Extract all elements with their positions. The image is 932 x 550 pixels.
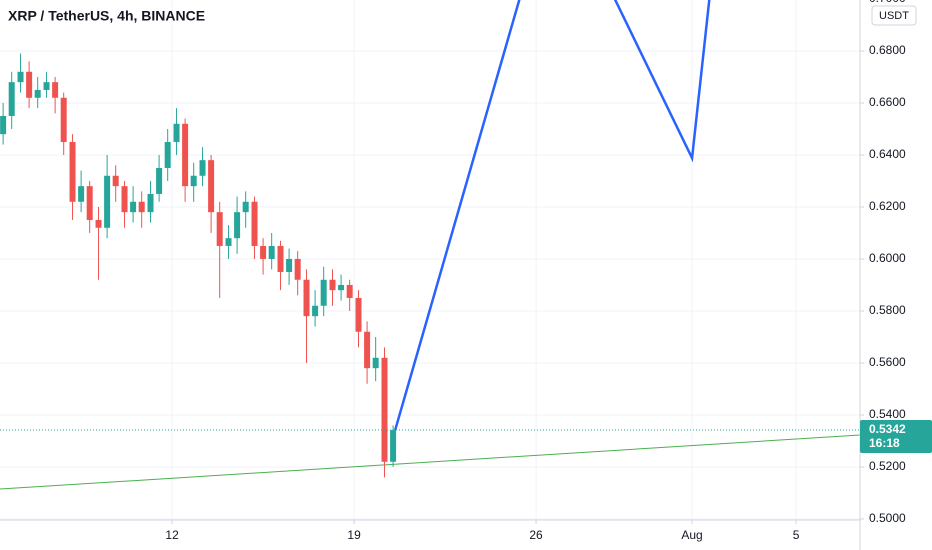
candle-body	[121, 186, 128, 213]
y-tick-label: 0.5800	[869, 303, 906, 317]
candle-body	[104, 175, 111, 228]
plot-area	[0, 0, 860, 490]
candle-body	[34, 89, 41, 98]
candle-body	[182, 123, 189, 187]
axes: 0.5000 0.5200 0.5400 0.5600 0.5800 0.6000 0.62…	[165, 0, 932, 542]
candle-body	[0, 115, 7, 135]
candle-body	[260, 245, 267, 259]
last-price-box	[860, 420, 932, 454]
candle-body	[69, 141, 76, 202]
candle-body	[303, 279, 310, 317]
candle-body	[390, 430, 397, 462]
x-tick-label: 12	[165, 528, 179, 542]
candle-body	[112, 175, 119, 187]
candle-body	[208, 160, 215, 213]
candle-body	[43, 82, 50, 90]
currency-label: USDT	[879, 10, 909, 22]
candle-body	[225, 238, 232, 246]
candle-body	[372, 357, 379, 369]
candle-body	[17, 71, 24, 83]
candle-body	[60, 97, 67, 142]
currency-box[interactable]	[871, 5, 917, 26]
candle-body	[346, 284, 353, 298]
last-price-label: 0.5342	[869, 422, 906, 436]
candle-body	[338, 284, 345, 291]
trend-line	[0, 434, 860, 490]
candle-body	[216, 212, 223, 246]
candle-body	[173, 123, 180, 142]
candle-body	[320, 279, 327, 306]
candle-body	[8, 82, 15, 116]
y-tick-label: 0.7000	[869, 0, 906, 5]
candle-body	[52, 82, 59, 98]
y-tick-label: 0.6000	[869, 251, 906, 265]
countdown-label: 16:18	[869, 436, 900, 450]
candle-body	[312, 305, 319, 317]
x-tick-label: 5	[793, 528, 800, 542]
y-tick-label: 0.6200	[869, 199, 906, 213]
candle-body	[164, 141, 171, 168]
y-tick-label: 0.6600	[869, 95, 906, 109]
candle-body	[329, 279, 336, 291]
y-tick-label: 0.6400	[869, 147, 906, 161]
candle-body	[294, 258, 301, 280]
x-tick-label: Aug	[681, 528, 702, 542]
chart-title: XRP / TetherUS, 4h, BINANCE	[8, 8, 205, 24]
candle-body	[277, 245, 284, 272]
y-tick-label: 0.5600	[869, 355, 906, 369]
y-tick-label: 0.5400	[869, 407, 906, 421]
candle-body	[190, 175, 197, 187]
candle-body	[268, 245, 275, 259]
candle-body	[364, 331, 371, 369]
candle-body	[381, 357, 388, 462]
candle-body	[26, 71, 33, 98]
candle-body	[78, 186, 85, 202]
candle-body	[199, 160, 206, 176]
candle-body	[234, 212, 241, 239]
y-tick-label: 0.6800	[869, 43, 906, 57]
x-tick-label: 19	[347, 528, 361, 542]
y-tick-label: 0.5200	[869, 459, 906, 473]
x-tick-label: 26	[529, 528, 543, 542]
projection-line	[393, 0, 711, 431]
candle-body	[138, 201, 145, 213]
candle-body	[355, 297, 362, 332]
candle-body	[95, 219, 102, 228]
candle-body	[242, 201, 249, 213]
candle-body	[251, 201, 258, 246]
candle-body	[130, 201, 137, 213]
candle-body	[86, 186, 93, 220]
candle-body	[147, 193, 154, 213]
candle-body	[286, 258, 293, 272]
candle-body	[156, 167, 163, 194]
y-tick-label: 0.5000	[869, 511, 906, 525]
